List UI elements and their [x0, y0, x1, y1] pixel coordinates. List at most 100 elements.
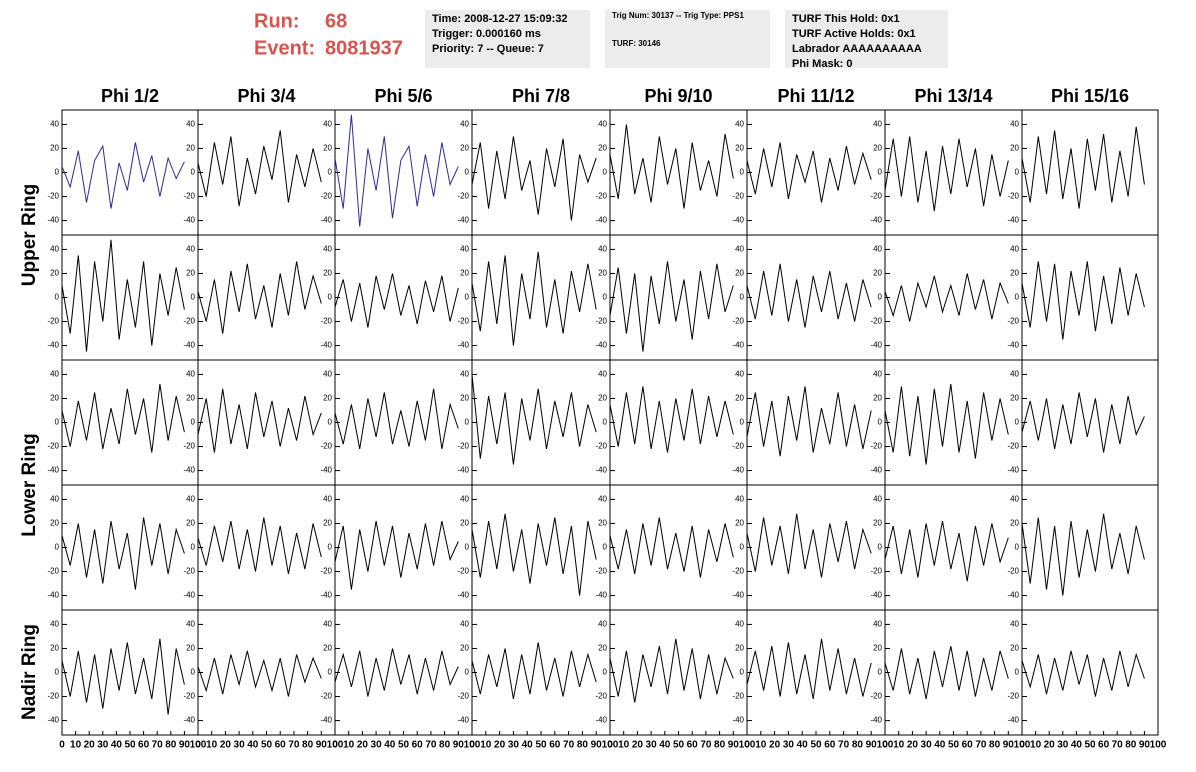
column-header: Phi 13/14: [914, 86, 992, 106]
y-tick-label: 20: [323, 394, 332, 403]
y-tick-label: 40: [460, 245, 469, 254]
x-tick-label: 70: [975, 740, 987, 751]
x-tick-label: 50: [948, 740, 960, 751]
x-tick-label: 90: [1003, 740, 1015, 751]
x-tick-label: 50: [673, 740, 685, 751]
y-tick-label: 40: [186, 245, 195, 254]
waveform: [1021, 513, 1145, 596]
y-tick-label: 40: [735, 620, 744, 629]
y-tick-label: -40: [47, 216, 59, 225]
waveform: [884, 646, 1009, 699]
y-tick-label: -20: [595, 192, 607, 201]
x-tick-label: 10: [893, 740, 905, 751]
info-line: TURF: 30146: [612, 39, 661, 48]
y-tick-label: 20: [873, 644, 882, 653]
waveform: [197, 650, 322, 697]
waveform: [334, 273, 459, 328]
y-tick-label: 40: [323, 495, 332, 504]
x-tick-label: 30: [234, 740, 246, 751]
x-tick-label: 20: [632, 740, 644, 751]
y-tick-label: -40: [320, 466, 332, 475]
column-header: Phi 15/16: [1051, 86, 1129, 106]
y-tick-label: -40: [183, 591, 195, 600]
y-tick-label: 40: [1010, 620, 1019, 629]
y-tick-label: -20: [870, 442, 882, 451]
x-tick-label: 0: [607, 740, 613, 751]
y-tick-label: 20: [460, 394, 469, 403]
y-tick-label: 0: [603, 168, 608, 177]
x-tick-label: 20: [84, 740, 96, 751]
waveform: [61, 239, 185, 352]
x-tick-label: 30: [921, 740, 933, 751]
x-tick-label: 60: [412, 740, 424, 751]
y-tick-label: -20: [457, 692, 469, 701]
y-tick-label: -20: [870, 567, 882, 576]
y-tick-label: -40: [47, 341, 59, 350]
x-tick-label: 100: [602, 740, 619, 751]
y-tick-label: 0: [878, 668, 883, 677]
waveform: [61, 517, 185, 590]
y-tick-label: 0: [1015, 543, 1020, 552]
y-tick-label: -40: [732, 591, 744, 600]
waveform: [746, 638, 872, 699]
x-tick-label: 100: [1014, 740, 1031, 751]
y-tick-label: -20: [870, 192, 882, 201]
x-tick-label: 60: [138, 740, 150, 751]
y-tick-label: 40: [735, 370, 744, 379]
y-tick-label: -20: [457, 192, 469, 201]
x-tick-label: 90: [1139, 740, 1151, 751]
y-tick-label: -20: [732, 567, 744, 576]
y-tick-label: -20: [1007, 692, 1019, 701]
y-tick-label: -40: [732, 341, 744, 350]
x-tick-label: 40: [797, 740, 809, 751]
y-tick-label: 0: [878, 168, 883, 177]
waveform: [197, 130, 322, 207]
y-tick-label: 40: [598, 495, 607, 504]
y-tick-label: -20: [47, 442, 59, 451]
row-label: Lower Ring: [19, 433, 40, 536]
x-tick-label: 100: [1150, 740, 1167, 751]
info-line: Labrador AAAAAAAAAA: [792, 43, 922, 55]
y-tick-label: 40: [460, 620, 469, 629]
y-tick-label: 40: [186, 620, 195, 629]
x-tick-label: 20: [494, 740, 506, 751]
y-tick-label: -20: [320, 317, 332, 326]
y-tick-label: -40: [732, 466, 744, 475]
y-tick-label: -20: [870, 317, 882, 326]
x-tick-label: 90: [453, 740, 465, 751]
y-tick-label: 40: [1010, 370, 1019, 379]
x-tick-label: 0: [469, 740, 475, 751]
y-tick-label: 0: [465, 543, 470, 552]
y-tick-label: 0: [1015, 668, 1020, 677]
y-tick-label: 40: [873, 245, 882, 254]
x-tick-label: 20: [357, 740, 369, 751]
y-tick-label: -40: [870, 216, 882, 225]
y-tick-label: -20: [183, 692, 195, 701]
y-tick-label: 0: [328, 293, 333, 302]
x-tick-label: 80: [852, 740, 864, 751]
x-tick-label: 30: [508, 740, 520, 751]
waveform: [1021, 126, 1145, 209]
y-tick-label: 40: [460, 495, 469, 504]
x-tick-label: 90: [591, 740, 603, 751]
x-tick-label: 100: [877, 740, 894, 751]
panel-frame: [471, 109, 611, 236]
y-tick-label: 40: [735, 245, 744, 254]
y-tick-label: 20: [50, 394, 59, 403]
waveform: [334, 648, 459, 697]
y-tick-label: 40: [186, 495, 195, 504]
y-tick-label: -20: [1007, 192, 1019, 201]
x-tick-label: 60: [687, 740, 699, 751]
y-tick-label: -20: [732, 192, 744, 201]
y-tick-label: 20: [873, 519, 882, 528]
waveform: [609, 386, 734, 453]
x-tick-label: 40: [934, 740, 946, 751]
y-tick-label: -20: [47, 192, 59, 201]
x-tick-label: 50: [810, 740, 822, 751]
y-tick-label: -40: [457, 341, 469, 350]
y-tick-label: -20: [1007, 317, 1019, 326]
x-tick-label: 20: [220, 740, 232, 751]
x-tick-label: 40: [522, 740, 534, 751]
panel-frame: [609, 609, 748, 736]
column-header: Phi 5/6: [374, 86, 432, 106]
